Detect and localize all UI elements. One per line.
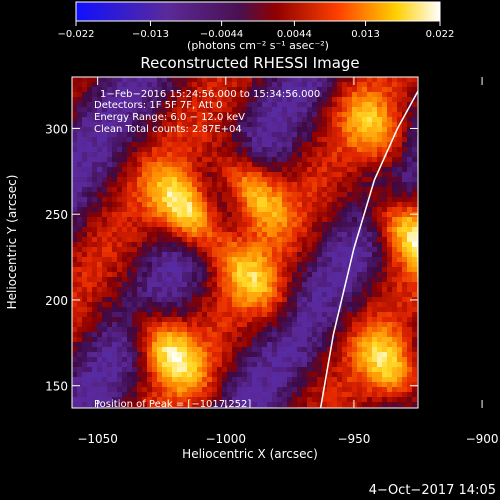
annotation-counts: Clean Total counts: 2.87E+04 <box>94 124 242 135</box>
x-tick-label: −1000 <box>205 432 246 446</box>
x-axis-label: Heliocentric X (arcsec) <box>182 447 318 461</box>
colorbar-gradient <box>75 1 441 22</box>
generation-timestamp: 4−Oct−2017 14:05 <box>368 483 496 498</box>
y-tick-label: 200 <box>45 294 68 308</box>
annotation-peak-position: Position of Peak = [−1017,252] <box>94 399 251 410</box>
x-tick-label: −1050 <box>77 432 118 446</box>
chart-title: Reconstructed RHESSI Image <box>140 54 359 72</box>
y-tick-label: 250 <box>45 208 68 222</box>
annotation-energy-range: Energy Range: 6.0 − 12.0 keV <box>94 112 245 123</box>
annotation-detectors: Detectors: 1F 5F 7F, Att 0 <box>94 100 222 111</box>
solar-limb-curve <box>319 89 418 408</box>
colorbar-tick-label: −0.022 <box>57 29 94 40</box>
colorbar-tick-label: 0.0044 <box>277 29 312 40</box>
colorbar-ticks: −0.022 −0.013 −0.0044 0.0044 0.013 0.022 <box>57 21 454 40</box>
colorbar-tick-label: 0.022 <box>426 29 455 40</box>
y-tick-label: 150 <box>45 380 68 394</box>
y-axis: 150 200 250 300 <box>45 122 418 394</box>
info-annotations: 1−Feb−2016 15:24:56.000 to 15:34:56.000 … <box>94 89 320 410</box>
x-axis: −1050 −1000 −950 −900 <box>77 77 499 446</box>
colorbar-tick-label: −0.0044 <box>200 29 243 40</box>
y-tick-label: 300 <box>45 122 68 136</box>
colorbar-unit-label: (photons cm⁻² s⁻¹ asec⁻²) <box>187 39 329 52</box>
plot-area: −1050 −1000 −950 −900 150 200 250 300 <box>45 76 499 446</box>
colorbar: −0.022 −0.013 −0.0044 0.0044 0.013 0.022 (pho… <box>57 1 454 52</box>
y-axis-label: Heliocentric Y (arcsec) <box>5 175 19 310</box>
heatmap-image <box>72 77 418 408</box>
colorbar-tick-label: −0.013 <box>132 29 169 40</box>
annotation-time-range: 1−Feb−2016 15:24:56.000 to 15:34:56.000 <box>100 89 320 100</box>
x-tick-label: −900 <box>466 432 499 446</box>
colorbar-tick-label: 0.013 <box>351 29 380 40</box>
plot-frame <box>71 76 419 409</box>
x-tick-label: −950 <box>337 432 370 446</box>
